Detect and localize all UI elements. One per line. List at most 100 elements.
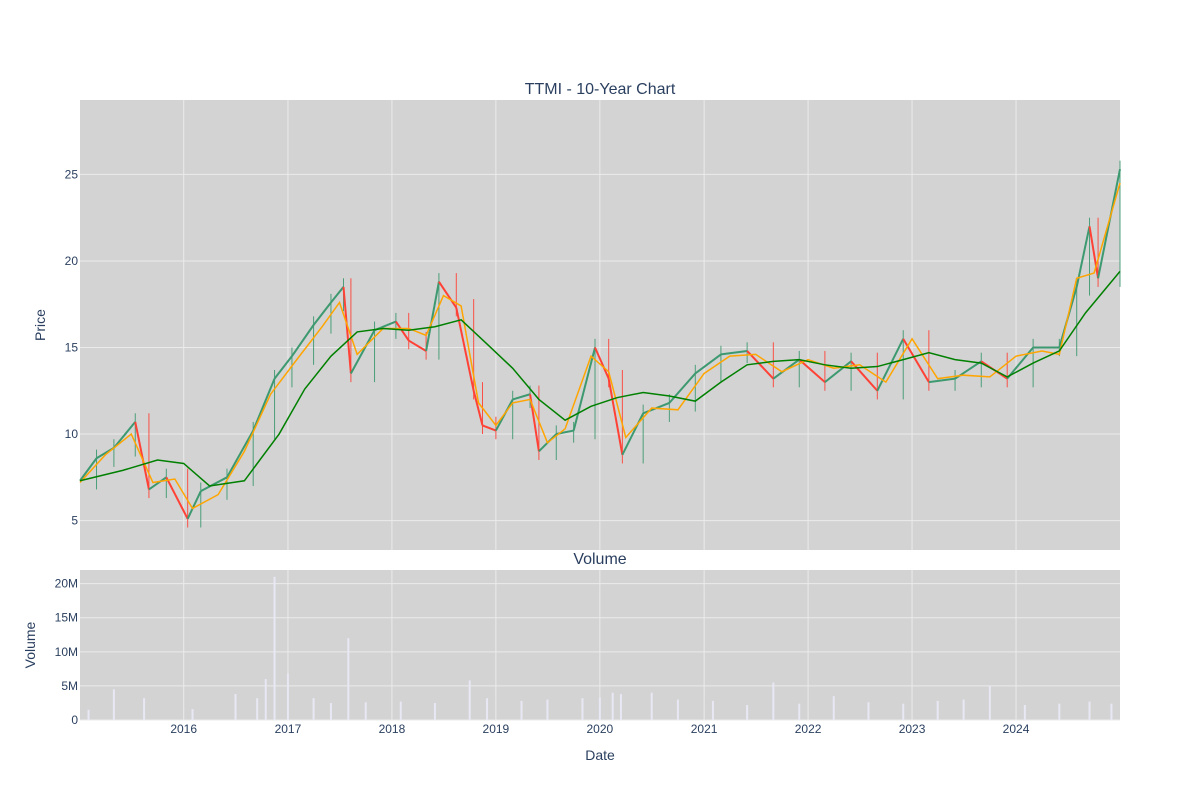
price-y-axis-label: Price <box>32 309 48 341</box>
volume-bar <box>273 576 276 720</box>
volume-bar <box>746 705 749 720</box>
candlestick-segment <box>226 430 255 478</box>
candlestick-segment <box>455 307 475 391</box>
volume-bar <box>364 702 367 720</box>
candlestick-segment <box>395 320 410 342</box>
candlestick-segment <box>273 355 293 380</box>
candlestick-segment <box>472 390 484 426</box>
volume-bar <box>234 694 237 720</box>
price-y-tick-label: 20 <box>65 254 79 268</box>
volume-y-tick-label: 20M <box>55 577 78 591</box>
candlestick-segment <box>1088 226 1100 279</box>
volume-y-tick-label: 5M <box>61 679 78 693</box>
x-tick-label: 2017 <box>275 722 302 736</box>
volume-bar <box>347 638 350 720</box>
volume-bar <box>676 699 679 720</box>
candlestick-segment <box>425 281 440 352</box>
price-y-tick-label: 5 <box>71 514 78 528</box>
x-tick-label: 2023 <box>899 722 926 736</box>
volume-bar <box>87 709 90 720</box>
x-axis-label: Date <box>585 747 615 763</box>
candlestick-segment <box>572 347 596 431</box>
volume-bar <box>546 699 549 720</box>
volume-bar <box>520 700 523 720</box>
candlestick-segment <box>113 421 137 449</box>
candlestick-segment <box>850 360 879 392</box>
volume-bar <box>650 692 653 720</box>
volume-bar <box>598 697 601 720</box>
candlestick-segment <box>312 301 332 326</box>
volume-y-tick-label: 0 <box>71 713 78 727</box>
volume-bar <box>433 702 436 720</box>
candlestick-segment <box>824 360 852 383</box>
volume-y-tick-label: 15M <box>55 611 78 625</box>
volume-bar <box>112 689 115 720</box>
short-moving-average-line <box>79 182 1121 510</box>
candlestick-segment <box>408 339 427 352</box>
x-tick-label: 2020 <box>587 722 614 736</box>
volume-bar <box>581 698 584 720</box>
x-tick-label: 2024 <box>1003 722 1030 736</box>
volume-bar <box>902 703 905 720</box>
x-tick-label: 2022 <box>795 722 822 736</box>
x-tick-label: 2018 <box>379 722 406 736</box>
candlestick-segment <box>798 358 826 383</box>
volume-bar <box>772 682 775 720</box>
candlestick-segment <box>79 457 98 482</box>
volume-title: Volume <box>573 551 626 568</box>
volume-bar <box>264 679 267 720</box>
candlestick-segment <box>350 329 376 374</box>
volume-bar <box>286 673 289 720</box>
x-tick-label: 2021 <box>691 722 718 736</box>
volume-bar <box>329 702 332 720</box>
candlestick-segment <box>252 378 276 431</box>
candlestick-segment <box>134 421 150 490</box>
volume-bar <box>867 702 870 720</box>
volume-bar <box>486 698 489 720</box>
candlestick-segment <box>694 353 722 375</box>
volume-bar <box>312 698 315 720</box>
volume-bar <box>619 694 622 720</box>
candlestick-segment <box>148 476 167 491</box>
volume-bar <box>143 698 146 720</box>
candlestick-segment <box>746 350 775 380</box>
x-tick-label: 2019 <box>483 722 510 736</box>
candlestick-segment <box>512 393 531 401</box>
candlestick-segment <box>186 490 202 520</box>
long-moving-average-line <box>79 270 1121 487</box>
volume-bar <box>988 685 991 720</box>
volume-bar <box>1088 701 1091 720</box>
volume-bar <box>399 701 402 720</box>
candlestick-segment <box>1006 346 1034 380</box>
volume-bar <box>832 696 835 720</box>
candlestick-segment <box>876 338 905 392</box>
chart-title: TTMI - 10-Year Chart <box>525 81 676 98</box>
x-tick-label: 2016 <box>170 722 197 736</box>
volume-bar <box>1023 705 1026 720</box>
volume-bar <box>962 699 965 720</box>
volume-bars <box>87 576 1113 720</box>
volume-bar <box>936 700 939 720</box>
price-y-tick-label: 15 <box>65 341 79 355</box>
volume-bar <box>256 698 259 720</box>
candlestick-segment <box>720 349 748 356</box>
candlestick-segment <box>330 286 345 304</box>
candlestick-segment <box>438 281 458 309</box>
candlestick-segment <box>621 412 645 456</box>
candlestick-segment <box>200 476 228 493</box>
candlestick-segment <box>165 476 189 520</box>
candlestick-segment <box>607 378 624 455</box>
price-y-tick-label: 10 <box>65 427 79 441</box>
price-y-tick-label: 25 <box>65 167 79 181</box>
volume-bar <box>711 700 714 720</box>
volume-bar <box>798 703 801 720</box>
candlestick-segment <box>594 347 610 380</box>
candlestick-segment <box>928 377 956 384</box>
candlestick-segment <box>668 372 697 404</box>
candlestick-segment <box>342 286 352 374</box>
candlestick-segment <box>291 324 315 357</box>
candlestick-segment <box>482 424 497 432</box>
volume-bar <box>191 709 194 720</box>
